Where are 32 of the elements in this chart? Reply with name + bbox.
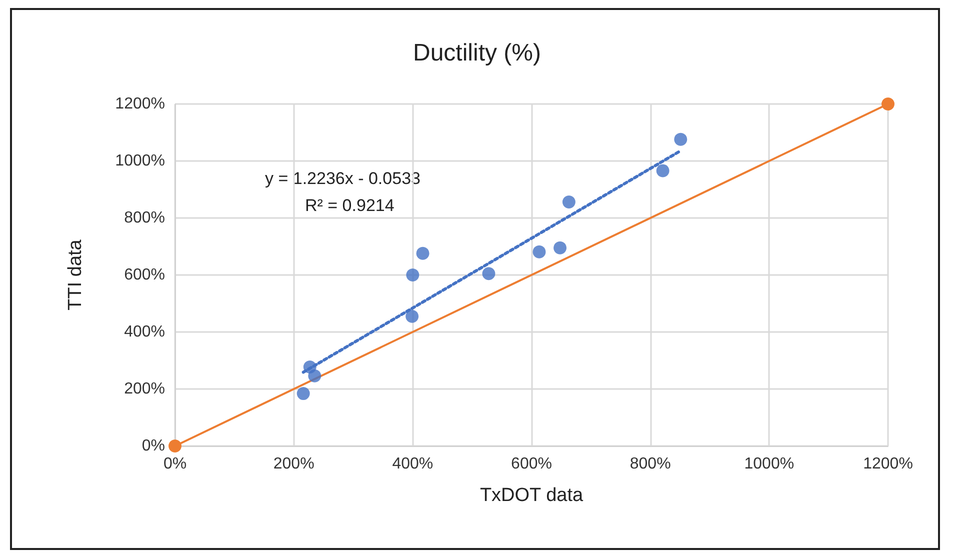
point xyxy=(406,268,420,282)
x-axis-title: TxDOT data xyxy=(480,485,584,506)
point xyxy=(882,98,894,110)
point xyxy=(656,164,670,178)
x-tick-label: 800% xyxy=(630,456,671,472)
x-tick-label: 400% xyxy=(392,456,434,472)
y-tick-label: 400% xyxy=(124,324,165,340)
point xyxy=(532,245,546,258)
point xyxy=(406,310,419,323)
annotation: R² = 0.9214 xyxy=(305,196,394,215)
point xyxy=(674,132,688,146)
point xyxy=(296,387,310,400)
x-tick-label: 600% xyxy=(511,456,552,472)
y-tick-label: 200% xyxy=(124,380,165,398)
y-tick-label: 800% xyxy=(124,210,165,226)
point xyxy=(562,196,576,209)
point xyxy=(554,241,567,254)
x-tick-label: 200% xyxy=(273,456,314,472)
x-tick-label: 0% xyxy=(163,456,187,472)
y-tick-label: 600% xyxy=(124,266,165,284)
annotation: y = 1.2236x - 0.0533 xyxy=(265,169,420,188)
point xyxy=(168,440,182,452)
y-axis-title: TTI data xyxy=(65,239,86,310)
point xyxy=(308,369,322,382)
chart-title: Ductility (%) xyxy=(412,40,542,66)
y-tick-label: 0% xyxy=(142,438,165,454)
y-tick-label: 1200% xyxy=(115,96,165,112)
point xyxy=(482,267,496,280)
x-tick-label: 1200% xyxy=(863,456,913,472)
x-tick-label: 1000% xyxy=(744,456,794,472)
point xyxy=(416,246,430,260)
y-tick-label: 1000% xyxy=(115,152,165,170)
